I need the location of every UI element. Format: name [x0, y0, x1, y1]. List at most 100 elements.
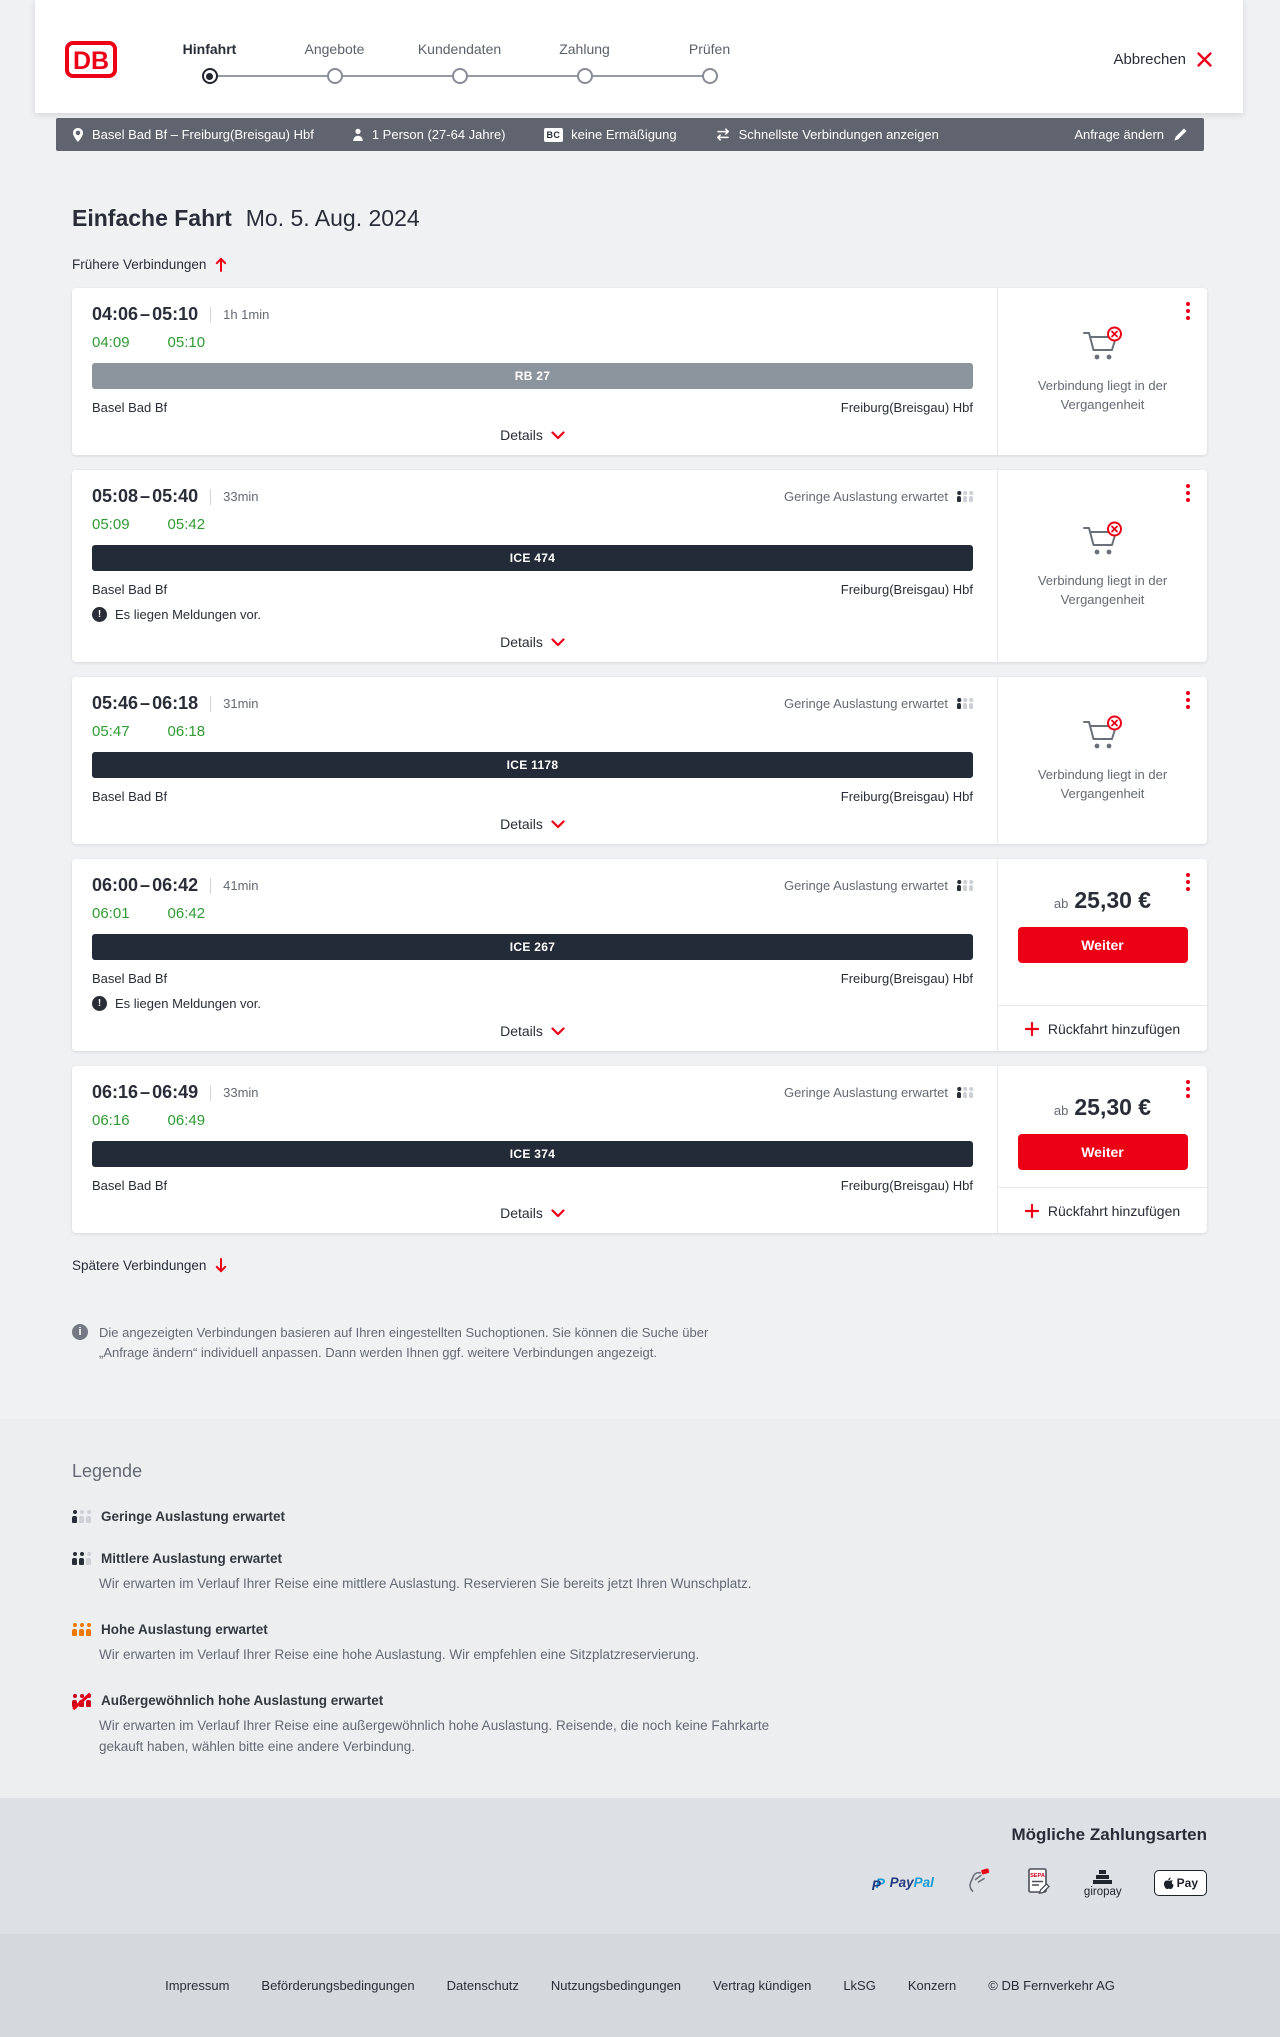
past-connection-panel: Verbindung liegt in der Vergangenheit: [998, 288, 1207, 455]
connection-menu-button[interactable]: [1184, 689, 1192, 711]
messages-text: Es liegen Meldungen vor.: [115, 996, 261, 1011]
connection-list: 04:06–05:10 1h 1min 04:09 05:10 RB 27 Ba…: [72, 288, 1207, 1233]
legend-item-description: Wir erwarten im Verlauf Ihrer Reise eine…: [99, 1647, 700, 1663]
occupancy-level-icon: [72, 1552, 91, 1566]
connection-menu-button[interactable]: [1184, 482, 1192, 504]
details-toggle[interactable]: Details: [500, 1023, 565, 1039]
price-prefix: ab: [1053, 896, 1069, 911]
footer-link[interactable]: Datenschutz: [446, 1977, 519, 1993]
progress-step[interactable]: Kundendaten: [397, 41, 522, 84]
progress-step[interactable]: Prüfen: [647, 41, 772, 84]
footer-links: Impressum Beförderungsbedingungen Datens…: [0, 1978, 1280, 1993]
occupancy-icon: [957, 491, 973, 502]
price-amount: 25,30 €: [1074, 1094, 1152, 1120]
realtime-departure: 06:16: [92, 1112, 130, 1129]
connection-card: 04:06–05:10 1h 1min 04:09 05:10 RB 27 Ba…: [72, 288, 1207, 455]
connection-menu-button[interactable]: [1184, 1078, 1192, 1100]
search-options-note-text: Die angezeigten Verbindungen basieren au…: [99, 1325, 709, 1361]
giropay-logo-icon: giropay: [1084, 1869, 1122, 1898]
booking-panel: Verbindung liegt in der Vergangenheit We…: [997, 470, 1207, 662]
progress-step[interactable]: Zahlung: [522, 41, 647, 84]
add-return-button[interactable]: Rückfahrt hinzufügen: [998, 1187, 1207, 1233]
occupancy-label: Geringe Auslastung erwartet: [783, 696, 948, 711]
footer-link[interactable]: Konzern: [907, 1977, 957, 1993]
train-number: ICE 374: [509, 1147, 556, 1161]
price-amount: 25,30 €: [1074, 887, 1152, 913]
legend-item-label: Hohe Auslastung erwartet: [101, 1622, 268, 1638]
footer-link[interactable]: LkSG: [843, 1977, 876, 1993]
destination-station: Freiburg(Breisgau) Hbf: [840, 582, 973, 597]
chevron-down-icon: [551, 637, 565, 646]
connection-menu-button[interactable]: [1184, 300, 1192, 322]
train-badge: ICE 474: [92, 545, 973, 571]
add-return-button[interactable]: Rückfahrt hinzufügen: [998, 1005, 1207, 1051]
weiter-button[interactable]: Weiter: [1017, 1134, 1188, 1170]
footer-link[interactable]: Vertrag kündigen: [713, 1977, 812, 1993]
close-icon: [1197, 52, 1212, 67]
realtime-times: 05:47 06:18: [92, 723, 973, 740]
search-options-note: i Die angezeigten Verbindungen basieren …: [72, 1323, 712, 1363]
price-panel: ab 25,30 € Weiter Rückfahrt hinzufügen: [998, 1066, 1207, 1233]
svg-text:DB: DB: [73, 47, 109, 75]
details-toggle[interactable]: Details: [500, 427, 565, 443]
cancel-label: Abbrechen: [1113, 51, 1186, 68]
realtime-arrival: 06:49: [167, 1112, 206, 1129]
connection-details: 04:06–05:10 1h 1min 04:09 05:10 RB 27 Ba…: [72, 288, 997, 455]
later-connections-link[interactable]: Spätere Verbindungen: [72, 1258, 227, 1273]
train-badge: RB 27: [92, 363, 973, 389]
earlier-connections-link[interactable]: Frühere Verbindungen: [72, 257, 227, 272]
divider: [210, 695, 212, 712]
occupancy-level-icon: [72, 1694, 91, 1708]
divider: [210, 306, 212, 323]
legend-title: Legende: [72, 1461, 143, 1482]
divider: [210, 488, 212, 505]
connection-duration: 31min: [223, 696, 259, 711]
step-label: Kundendaten: [417, 41, 502, 57]
train-number: ICE 1178: [506, 758, 559, 772]
connection-details: 05:46–06:18 31min Geringe Auslastung erw…: [72, 677, 997, 844]
connection-card: 06:16–06:49 33min Geringe Auslastung erw…: [72, 1066, 1207, 1233]
footer-link[interactable]: Impressum: [165, 1977, 230, 1993]
progress-step[interactable]: Hinfahrt: [147, 41, 272, 84]
past-connection-text: Verbindung liegt in der Vergangenheit: [1037, 767, 1168, 801]
cancel-button[interactable]: Abbrechen: [1113, 51, 1213, 68]
footer-link[interactable]: Beförderungsbedingungen: [261, 1977, 415, 1993]
info-icon: i: [72, 1324, 88, 1340]
realtime-times: 06:16 06:49: [92, 1112, 973, 1129]
legend-item-description: Wir erwarten im Verlauf Ihrer Reise eine…: [99, 1576, 752, 1592]
plus-icon: [1024, 1021, 1039, 1036]
discount-text: keine Ermäßigung: [571, 127, 677, 142]
realtime-departure: 04:09: [92, 334, 130, 351]
legend-item-description: Wir erwarten im Verlauf Ihrer Reise eine…: [99, 1718, 770, 1755]
footer-link[interactable]: Nutzungsbedingungen: [550, 1977, 682, 1993]
cart-crossed-icon: [1082, 715, 1122, 749]
realtime-arrival: 06:42: [167, 905, 206, 922]
occupancy-indicator: Geringe Auslastung erwartet: [784, 1085, 973, 1100]
booking-panel: Verbindung liegt in der Vergangenheit We…: [997, 677, 1207, 844]
realtime-times: 04:09 05:10: [92, 334, 973, 351]
occupancy-level-icon: [72, 1623, 91, 1637]
arrow-down-icon: [216, 1258, 227, 1273]
connection-menu-button[interactable]: [1184, 871, 1192, 893]
connection-duration: 1h 1min: [223, 307, 270, 322]
origin-station: Basel Bad Bf: [92, 789, 168, 804]
train-badge: ICE 267: [92, 934, 973, 960]
hand-card-icon: [966, 1867, 993, 1899]
details-toggle[interactable]: Details: [500, 1205, 565, 1221]
weiter-button[interactable]: Weiter: [1017, 927, 1188, 963]
realtime-times: 05:09 05:42: [92, 516, 973, 533]
occupancy-icon: [957, 880, 973, 891]
details-toggle[interactable]: Details: [500, 816, 565, 832]
stations-row: Basel Bad Bf Freiburg(Breisgau) Hbf: [92, 1178, 973, 1193]
realtime-departure: 05:47: [92, 723, 130, 740]
results-area: Einfache Fahrt Mo. 5. Aug. 2024 Frühere …: [72, 205, 1207, 1363]
occupancy-label: Geringe Auslastung erwartet: [783, 1085, 948, 1100]
legend-list: Geringe Auslastung erwartet Mittlere Aus…: [72, 1509, 1207, 1758]
details-toggle[interactable]: Details: [500, 634, 565, 650]
occupancy-indicator: Geringe Auslastung erwartet: [784, 489, 973, 504]
connection-duration: 33min: [223, 489, 259, 504]
connection-duration: 33min: [223, 1085, 259, 1100]
giropay-pyramid-icon: [1093, 1869, 1113, 1884]
progress-step[interactable]: Angebote: [272, 41, 397, 84]
edit-request-button[interactable]: Anfrage ändern: [1074, 127, 1188, 142]
